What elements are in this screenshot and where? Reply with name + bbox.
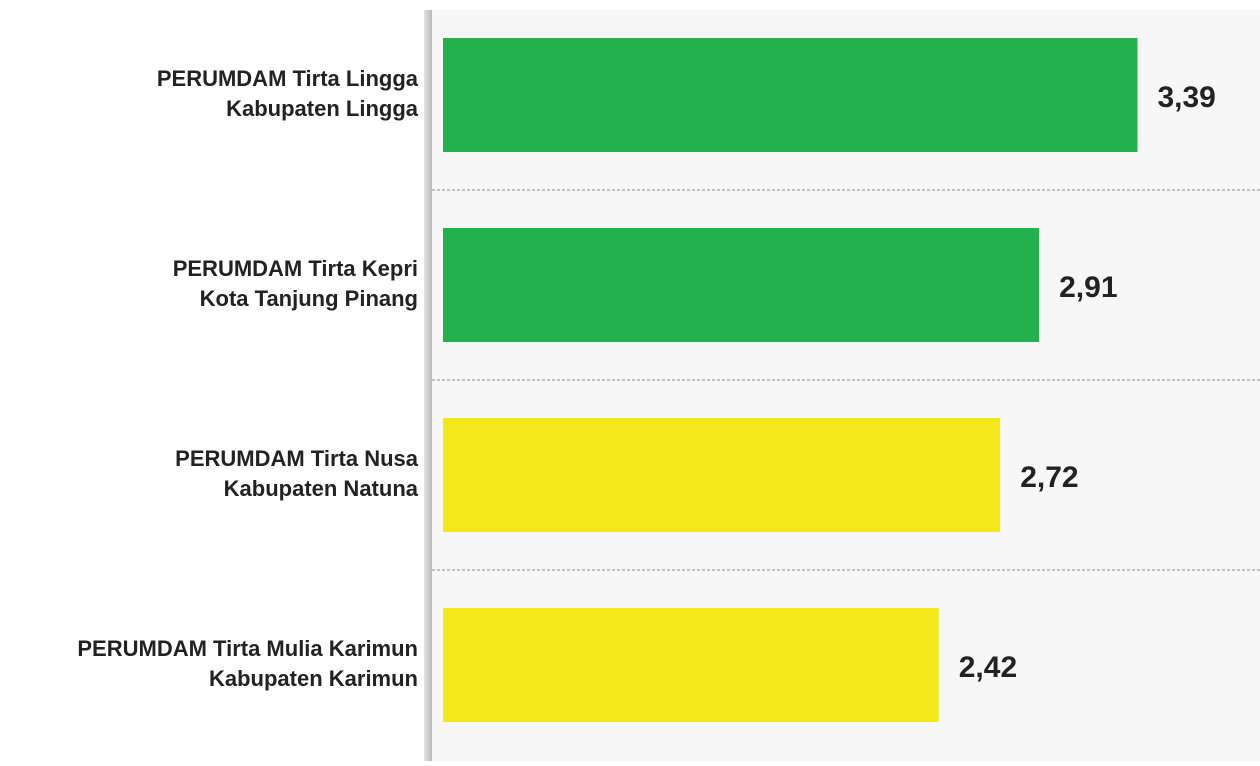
value-label: 2,91 — [1059, 271, 1117, 304]
category-label: Kabupaten Karimun — [209, 666, 418, 691]
category-label: Kota Tanjung Pinang — [200, 286, 418, 311]
category-label: PERUMDAM Tirta Mulia Karimun — [77, 636, 418, 661]
category-label: Kabupaten Lingga — [226, 96, 419, 121]
category-label: PERUMDAM Tirta Kepri — [173, 256, 418, 281]
bar — [443, 608, 939, 722]
bar — [443, 38, 1138, 152]
category-label: PERUMDAM Tirta Lingga — [157, 66, 419, 91]
category-label: Kabupaten Natuna — [224, 476, 419, 501]
category-label: PERUMDAM Tirta Nusa — [175, 446, 419, 471]
value-label: 3,39 — [1157, 81, 1215, 114]
value-label: 2,72 — [1020, 461, 1078, 494]
bar — [443, 418, 1001, 532]
axis-line — [424, 10, 432, 761]
value-label: 2,42 — [959, 651, 1017, 684]
bar — [443, 228, 1040, 342]
